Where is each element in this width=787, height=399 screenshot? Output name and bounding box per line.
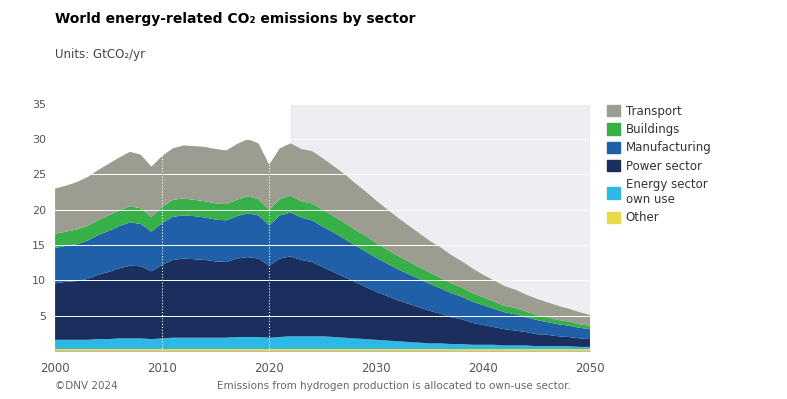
Text: World energy-related CO₂ emissions by sector: World energy-related CO₂ emissions by se… (55, 12, 416, 26)
Legend: Transport, Buildings, Manufacturing, Power sector, Energy sector
own use, Other: Transport, Buildings, Manufacturing, Pow… (607, 105, 711, 224)
Text: ©DNV 2024: ©DNV 2024 (55, 381, 118, 391)
Text: Emissions from hydrogen production is allocated to own-use sector.: Emissions from hydrogen production is al… (216, 381, 571, 391)
Text: Units: GtCO₂/yr: Units: GtCO₂/yr (55, 48, 146, 61)
Bar (290, 104, 590, 351)
